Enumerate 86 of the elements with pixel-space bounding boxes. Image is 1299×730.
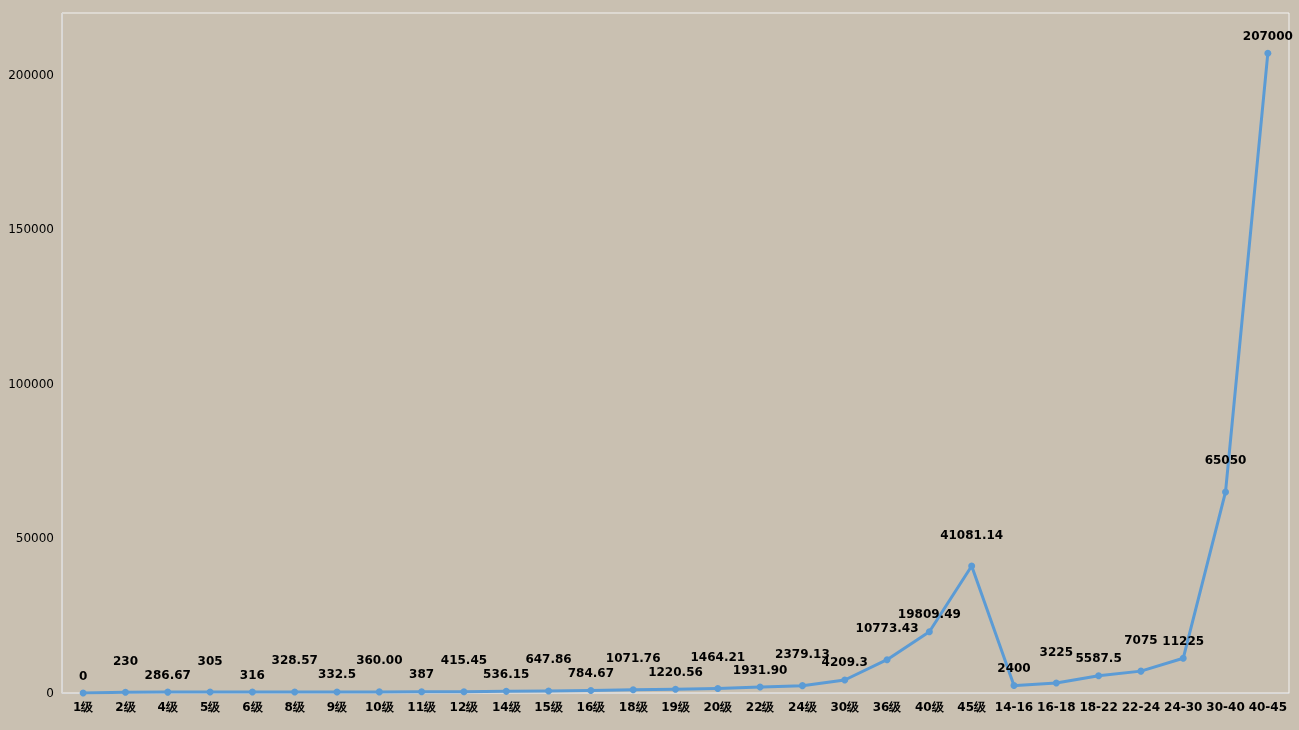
x-tick-label: 8级 <box>284 700 306 714</box>
data-label: 1931.90 <box>732 662 788 677</box>
x-tick-label: 22-24 <box>1121 700 1161 714</box>
data-label: 286.67 <box>144 667 191 682</box>
data-label: 41081.14 <box>940 527 1004 542</box>
y-tick-label: 150000 <box>8 222 54 237</box>
point <box>925 628 933 636</box>
point <box>121 688 129 696</box>
data-label: 230 <box>112 653 138 668</box>
x-tick-label: 18级 <box>618 700 649 714</box>
point <box>1010 682 1018 690</box>
data-label: 2400 <box>997 661 1031 676</box>
point <box>291 688 299 696</box>
data-label: 415.45 <box>440 653 488 668</box>
data-label: 536.15 <box>483 666 530 681</box>
data-label: 19809.49 <box>897 607 961 622</box>
data-label: 328.57 <box>271 653 318 668</box>
x-tick-label: 10级 <box>364 700 395 714</box>
data-label: 7075 <box>1124 632 1158 647</box>
x-tick-label: 11级 <box>407 700 437 714</box>
x-tick-label: 22级 <box>745 700 776 714</box>
point <box>798 682 806 690</box>
data-label: 316 <box>239 667 265 682</box>
data-label: 207000 <box>1242 28 1293 43</box>
y-tick-label: 0 <box>46 686 54 700</box>
data-label: 11225 <box>1162 633 1205 648</box>
point <box>587 687 595 695</box>
data-label: 647.86 <box>525 652 572 667</box>
data-label: 332.5 <box>318 667 356 682</box>
point <box>1179 654 1187 662</box>
x-tick-label: 30-40 <box>1206 700 1245 714</box>
data-label: 10773.43 <box>855 621 919 636</box>
x-tick-label: 16级 <box>576 700 607 714</box>
x-tick-label: 15级 <box>534 700 564 714</box>
point <box>460 688 468 696</box>
point <box>164 688 172 696</box>
point <box>1095 672 1103 680</box>
data-label: 387 <box>409 667 435 682</box>
point <box>1137 667 1145 675</box>
y-tick-label: 100000 <box>8 376 54 391</box>
x-tick-label: 30级 <box>830 700 861 714</box>
y-tick-label: 200000 <box>8 67 54 82</box>
x-tick-label: 40-45 <box>1248 700 1288 714</box>
point <box>841 676 849 684</box>
x-tick-label: 19级 <box>661 700 691 714</box>
x-tick-label: 16-18 <box>1037 700 1076 714</box>
x-tick-label: 14-16 <box>994 700 1034 714</box>
point <box>418 688 426 696</box>
data-label: 5587.5 <box>1075 651 1122 666</box>
x-tick-label: 1级 <box>72 700 95 714</box>
data-label: 305 <box>197 653 223 668</box>
x-tick-label: 24级 <box>788 700 818 714</box>
point <box>714 684 722 692</box>
data-label: 784.67 <box>567 666 615 681</box>
x-tick-label: 5级 <box>199 700 222 714</box>
x-tick-label: 2级 <box>115 700 137 714</box>
data-label: 360.00 <box>356 653 403 668</box>
x-tick-label: 24-30 <box>1164 700 1203 714</box>
x-tick-label: 20级 <box>703 700 734 714</box>
point <box>968 562 976 570</box>
point <box>1052 679 1060 687</box>
x-tick-label: 14级 <box>491 700 522 714</box>
point <box>502 687 510 695</box>
point <box>375 688 383 696</box>
x-tick-label: 9级 <box>326 700 349 714</box>
point <box>1264 49 1272 57</box>
data-label: 3225 <box>1039 644 1073 659</box>
x-tick-label: 18-22 <box>1079 700 1118 714</box>
point <box>629 686 637 694</box>
data-label: 1464.21 <box>690 649 746 664</box>
point <box>248 688 256 696</box>
x-tick-label: 6级 <box>242 700 264 714</box>
point <box>1222 488 1230 496</box>
y-tick-label: 50000 <box>15 531 54 546</box>
point <box>545 687 553 695</box>
data-label: 1220.56 <box>648 664 703 679</box>
data-label: 1071.76 <box>605 651 661 666</box>
data-label: 65050 <box>1204 453 1247 468</box>
data-label: 0 <box>78 668 88 683</box>
x-tick-label: 36级 <box>872 700 903 714</box>
x-tick-label: 40级 <box>915 700 945 714</box>
x-tick-label: 12级 <box>449 700 480 714</box>
point <box>672 685 679 693</box>
x-tick-label: 4级 <box>157 700 179 714</box>
x-tick-label: 45级 <box>957 700 988 714</box>
point <box>883 656 891 664</box>
